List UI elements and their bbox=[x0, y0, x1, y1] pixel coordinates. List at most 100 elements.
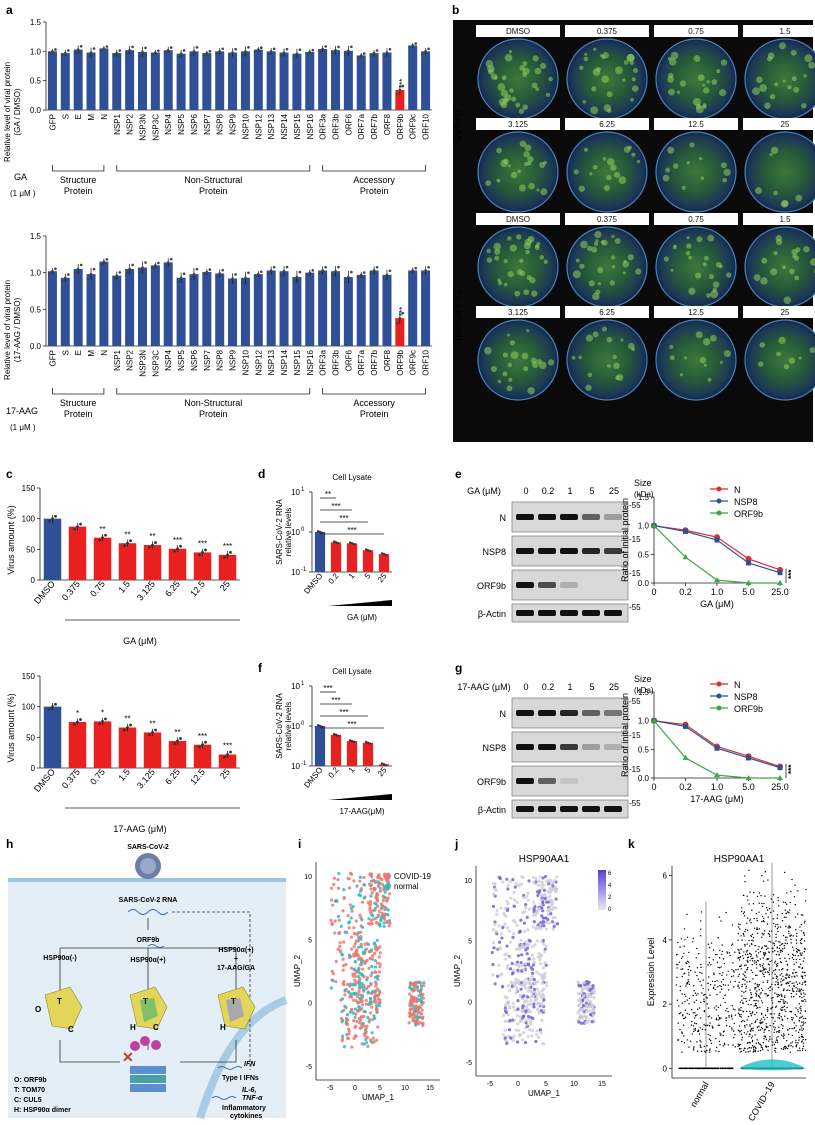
bar-NSP3N bbox=[137, 51, 148, 110]
cell-point bbox=[795, 1039, 797, 1042]
cell-point bbox=[784, 995, 786, 997]
cell-point bbox=[762, 920, 765, 922]
cell-point bbox=[724, 1044, 726, 1046]
cell-point bbox=[376, 884, 381, 888]
data-point bbox=[154, 541, 157, 544]
cell-point bbox=[364, 1030, 368, 1034]
cell-point bbox=[738, 1013, 741, 1016]
cell-point bbox=[535, 987, 539, 991]
cell-point bbox=[360, 982, 364, 986]
cell-point bbox=[755, 987, 757, 989]
fluorescence-spot bbox=[586, 245, 593, 251]
cell-point bbox=[738, 951, 740, 954]
cell-point bbox=[760, 1045, 762, 1047]
cell-point bbox=[512, 890, 516, 894]
cell-point bbox=[756, 967, 758, 969]
cell-point bbox=[764, 1018, 766, 1021]
data-point bbox=[195, 267, 199, 271]
cell-point bbox=[375, 1010, 379, 1014]
blot-band bbox=[582, 610, 600, 616]
cell-point bbox=[378, 991, 382, 995]
cell-point bbox=[332, 876, 336, 880]
fluorescence-spot bbox=[803, 246, 810, 253]
bar-ORF7b bbox=[369, 53, 379, 110]
cell-point bbox=[512, 1005, 516, 1009]
cell-point bbox=[503, 1028, 507, 1032]
data-point bbox=[61, 54, 64, 57]
cell-point bbox=[706, 1024, 709, 1027]
cell-point bbox=[777, 962, 779, 965]
cell-point bbox=[717, 1019, 719, 1021]
fluorescence-spot bbox=[545, 92, 551, 98]
data-point bbox=[201, 743, 204, 747]
cell-point bbox=[798, 982, 801, 984]
type1-label: Type I IFNs bbox=[222, 1075, 259, 1082]
cell-point bbox=[764, 993, 766, 995]
data-point bbox=[382, 54, 386, 58]
data-point bbox=[105, 258, 109, 261]
fluorescence-spot bbox=[584, 52, 588, 56]
dose-label: 0.75 bbox=[688, 215, 704, 224]
data-point bbox=[208, 49, 212, 53]
y-tick-label: 100 bbox=[22, 515, 36, 524]
cell-point bbox=[349, 916, 353, 920]
cell-point bbox=[520, 953, 524, 957]
cell-point bbox=[505, 877, 509, 881]
x-tick-label: 6.25 bbox=[163, 767, 182, 787]
data-point bbox=[76, 720, 79, 724]
cell-point bbox=[591, 1013, 596, 1017]
data-point bbox=[163, 51, 167, 55]
cell-point bbox=[791, 1027, 793, 1030]
cell-point bbox=[768, 940, 770, 943]
cell-point bbox=[422, 981, 426, 985]
cell-point bbox=[511, 931, 516, 936]
blot-band bbox=[538, 806, 556, 812]
cell-point bbox=[762, 1041, 764, 1044]
cell-point bbox=[524, 1018, 528, 1022]
fluorescence-spot bbox=[761, 257, 768, 264]
cell-point bbox=[763, 952, 765, 954]
cell-point bbox=[783, 1002, 786, 1005]
cell-point bbox=[783, 947, 786, 949]
cell-point bbox=[537, 990, 541, 994]
cell-point bbox=[756, 1026, 759, 1028]
cell-point bbox=[516, 1007, 520, 1011]
cell-point bbox=[798, 990, 800, 992]
bar-DMSO bbox=[314, 532, 326, 572]
data-point bbox=[372, 51, 376, 55]
cell-point bbox=[538, 1028, 542, 1032]
cell-point bbox=[731, 1018, 733, 1020]
cell-point bbox=[365, 941, 369, 946]
data-point bbox=[318, 530, 322, 534]
fluorescence-spot bbox=[602, 157, 607, 161]
x-axis-label: GA (μM) bbox=[700, 599, 734, 609]
cell-point bbox=[542, 998, 546, 1002]
bar-NSP5 bbox=[176, 277, 186, 346]
cell-point bbox=[779, 957, 781, 960]
cell-point bbox=[331, 978, 335, 983]
fluorescence-spot bbox=[672, 163, 679, 169]
cell-point bbox=[772, 894, 775, 896]
cell-point bbox=[701, 972, 703, 975]
cell-point bbox=[758, 902, 760, 904]
cell-point bbox=[798, 1039, 800, 1041]
cell-point bbox=[694, 1029, 697, 1031]
cell-point bbox=[747, 1051, 749, 1053]
cell-point bbox=[802, 1042, 805, 1044]
cell-point bbox=[371, 917, 376, 921]
fluorescence-spot bbox=[606, 157, 615, 166]
x-tick-label: 6.25 bbox=[163, 579, 182, 599]
x-tick-label: NSP2 bbox=[126, 349, 135, 370]
fluorescence-spot bbox=[790, 49, 797, 56]
fluorescence-spot bbox=[583, 56, 589, 62]
cell-point bbox=[500, 936, 504, 940]
cell-point bbox=[757, 952, 760, 954]
cell-point bbox=[799, 926, 801, 928]
cell-point bbox=[341, 964, 346, 968]
data-point bbox=[151, 543, 154, 547]
cell-point bbox=[747, 929, 749, 931]
cell-point bbox=[778, 941, 780, 943]
point-ORF9b bbox=[714, 577, 720, 583]
cell-point bbox=[783, 944, 785, 947]
